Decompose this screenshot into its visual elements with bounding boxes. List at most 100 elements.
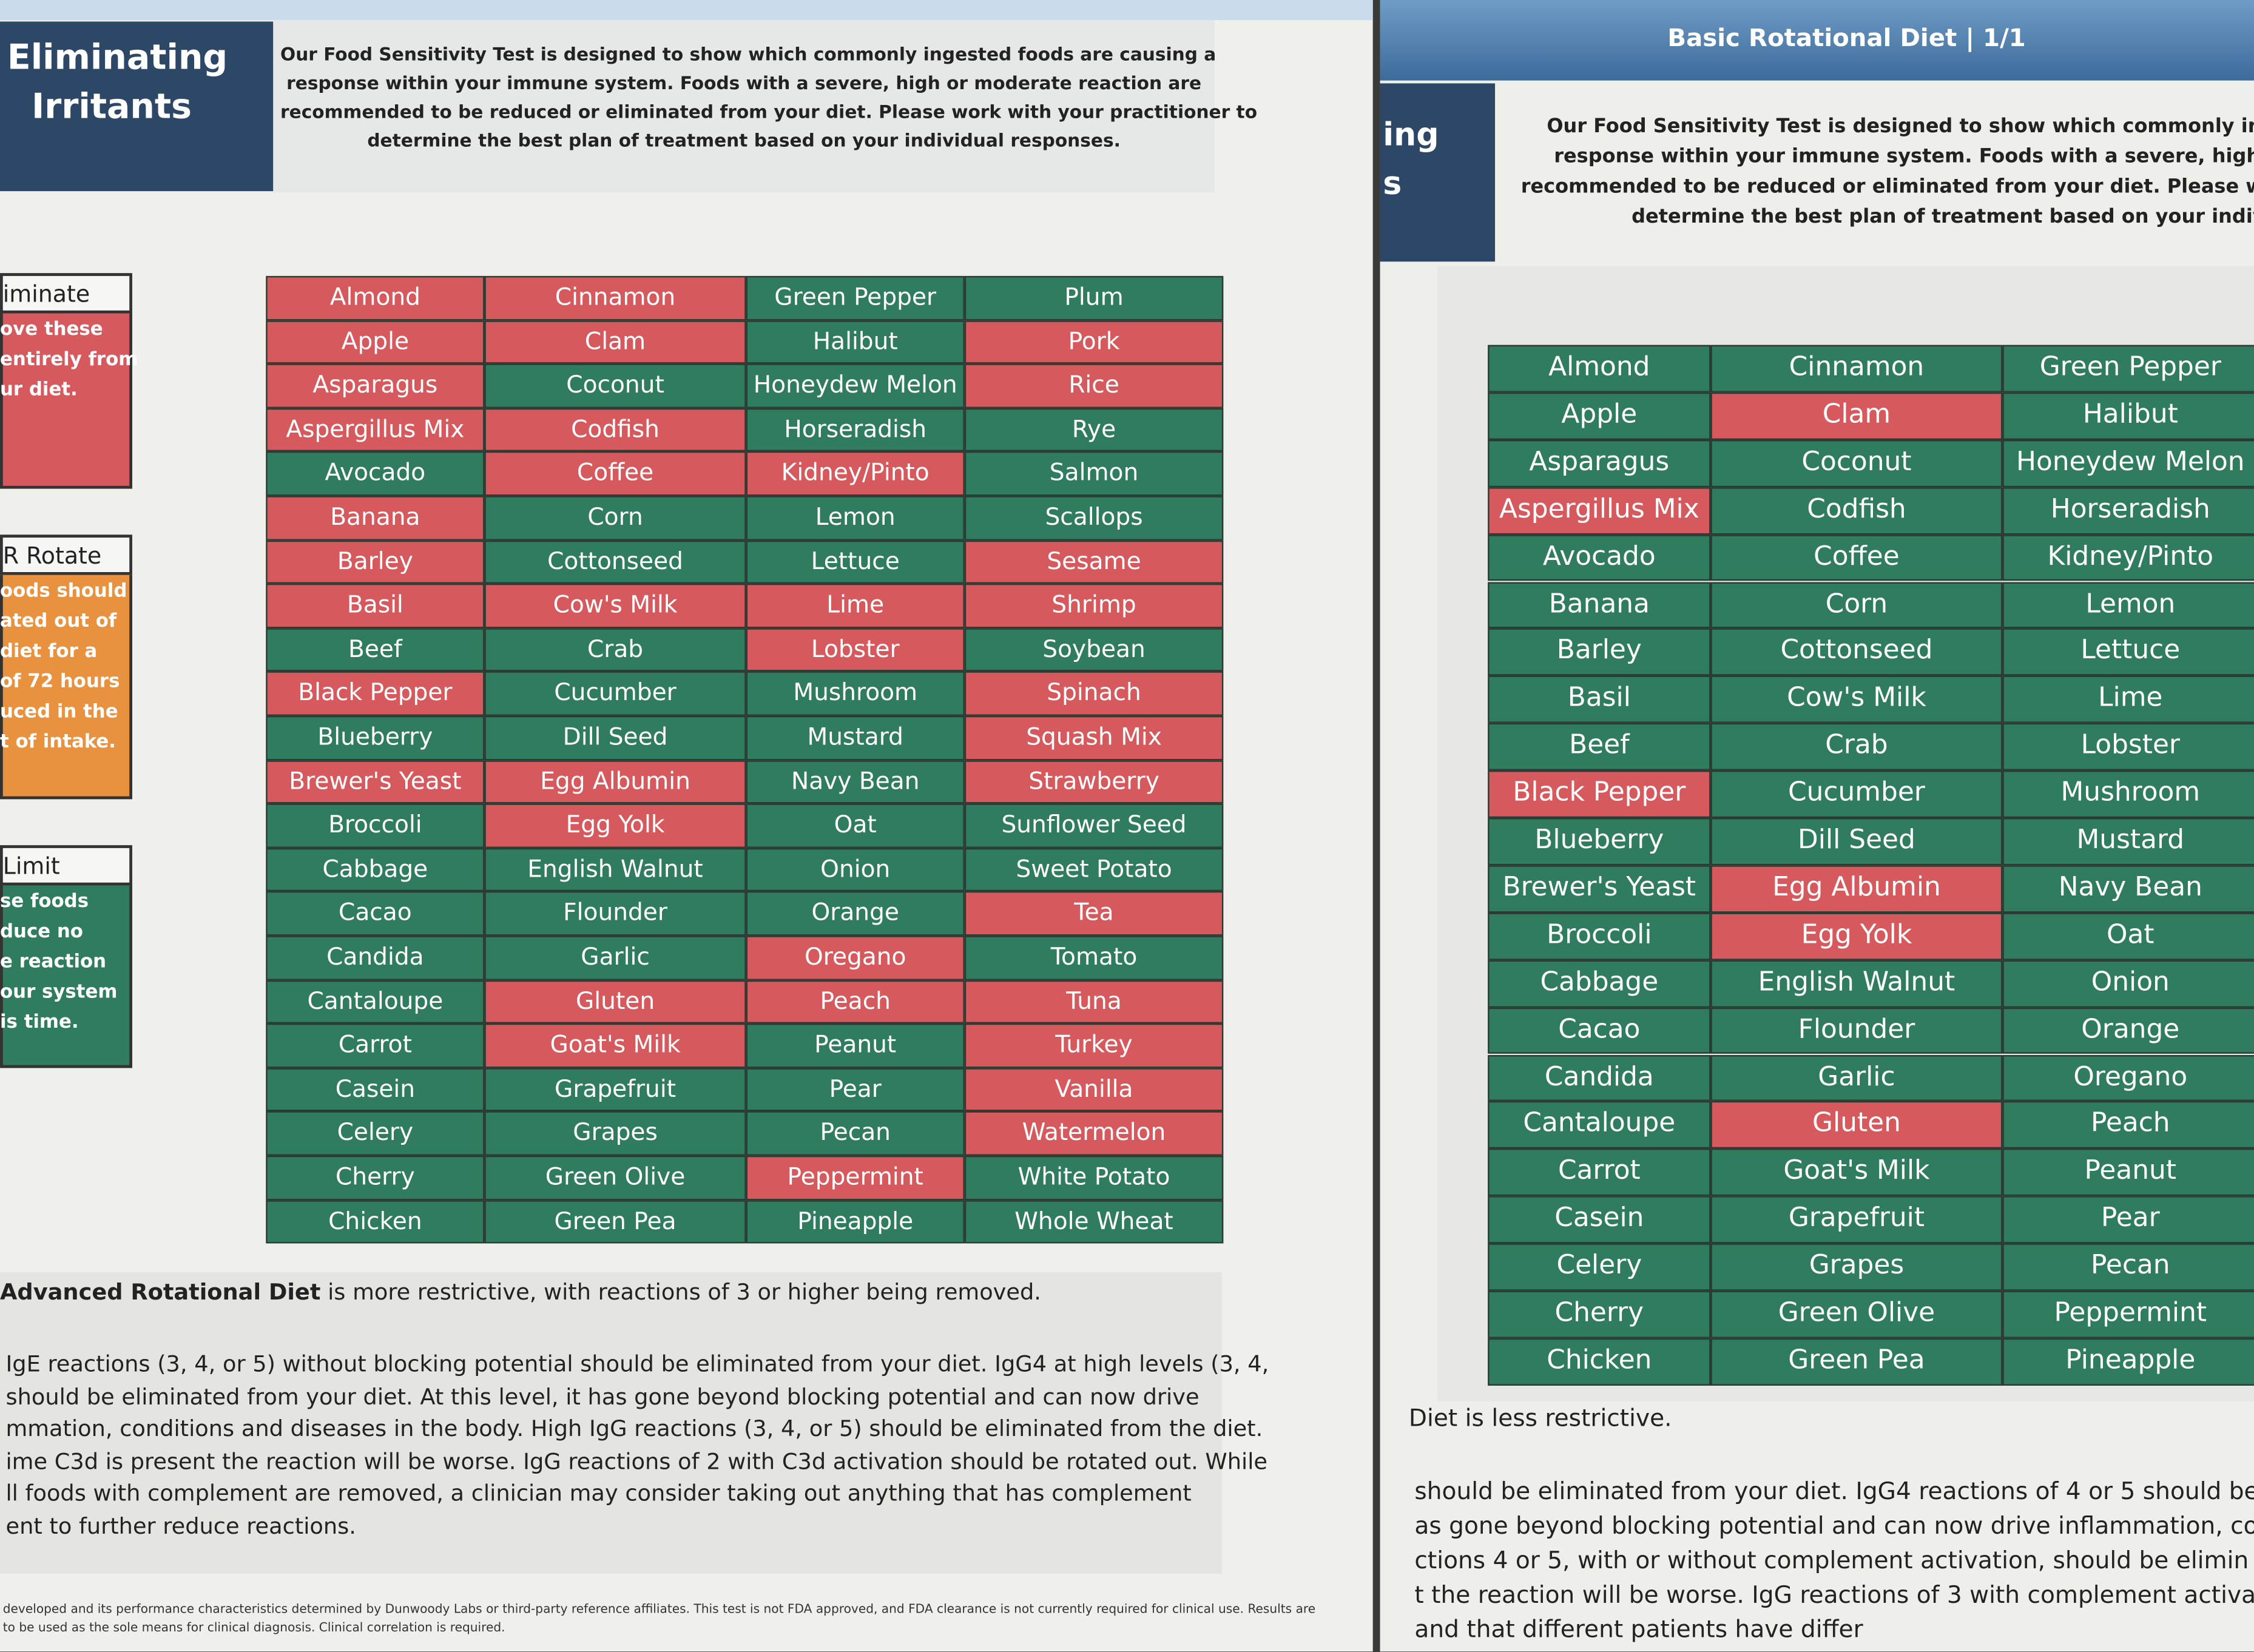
food-cell: Cherry	[1488, 1290, 1711, 1338]
food-cell: Flounder	[484, 891, 746, 936]
food-cell: Coffee	[484, 451, 746, 496]
food-cell: Banana	[1488, 581, 1711, 629]
food-cell: Crab	[1710, 723, 2003, 771]
food-cell: Celery	[266, 1111, 485, 1156]
food-cell: Carrot	[266, 1023, 485, 1068]
food-cell: Chicken	[1488, 1338, 1711, 1386]
intro-line: determine the best plan of treatment bas…	[1631, 205, 2254, 229]
food-cell: Salmon	[964, 451, 1224, 496]
food-cell: Codfish	[1710, 487, 2003, 534]
food-cell: Banana	[266, 496, 485, 540]
food-cell: Cherry	[266, 1155, 485, 1200]
legend-line: diet for a	[0, 641, 98, 663]
food-cell: Peppermint	[2002, 1290, 2254, 1338]
food-cell: Spinach	[964, 672, 1224, 716]
food-cell: Barley	[1488, 629, 1711, 676]
legend-line: oods should	[0, 581, 127, 602]
right-header-box	[1380, 83, 1496, 262]
food-cell: Green Pea	[1710, 1338, 2003, 1386]
legend-heading: Limit	[0, 845, 132, 886]
food-cell: Avocado	[1488, 534, 1711, 582]
food-cell: Green Pea	[484, 1199, 746, 1244]
left-header-box	[0, 21, 274, 192]
legend-line: uced in the	[0, 701, 118, 723]
food-cell: Pecan	[746, 1111, 965, 1156]
food-cell: Aspergillus Mix	[1488, 487, 1711, 534]
food-cell: Garlic	[1710, 1054, 2003, 1102]
food-cell: Black Pepper	[266, 672, 485, 716]
food-cell: Horseradish	[2002, 487, 2254, 534]
food-cell: Navy Bean	[2002, 865, 2254, 912]
food-cell: Cantaloupe	[266, 979, 485, 1024]
food-cell: Oat	[746, 803, 965, 848]
food-cell: Brewer's Yeast	[266, 760, 485, 804]
food-cell: Cottonseed	[484, 539, 746, 584]
food-cell: Beef	[266, 627, 485, 672]
food-cell: Strawberry	[964, 760, 1224, 804]
food-cell: Carrot	[1488, 1148, 1711, 1196]
food-cell: English Walnut	[484, 848, 746, 892]
food-cell: Oat	[2002, 912, 2254, 960]
left-top-strip	[0, 0, 1373, 21]
food-cell: Asparagus	[1488, 439, 1711, 487]
food-cell: Goat's Milk	[1710, 1148, 2003, 1196]
food-cell: Peach	[2002, 1101, 2254, 1149]
food-cell: Rye	[964, 408, 1224, 452]
food-cell: Cabbage	[266, 848, 485, 892]
food-cell: Brewer's Yeast	[1488, 865, 1711, 912]
food-cell: Honeydew Melon	[746, 363, 965, 408]
food-cell: Turkey	[964, 1023, 1224, 1068]
right-top-band	[1380, 0, 2254, 81]
food-cell: Casein	[1488, 1196, 1711, 1244]
food-cell: Soybean	[964, 627, 1224, 672]
body-line: should be eliminated from your diet. At …	[5, 1383, 1200, 1410]
body-line: mmation, conditions and diseases in the …	[5, 1415, 1263, 1442]
food-cell: Mushroom	[2002, 770, 2254, 818]
food-cell: Lobster	[746, 627, 965, 672]
food-cell: Lemon	[746, 496, 965, 540]
food-cell: Mustard	[746, 715, 965, 760]
food-cell: Chicken	[266, 1199, 485, 1244]
legend-line: of 72 hours	[0, 671, 120, 693]
food-cell: Almond	[1488, 345, 1711, 393]
food-cell: Navy Bean	[746, 760, 965, 804]
food-cell: Scallops	[964, 496, 1224, 540]
food-cell: Mushroom	[746, 672, 965, 716]
food-cell: Horseradish	[746, 408, 965, 452]
body-line: and that different patients have differ	[1414, 1616, 1863, 1644]
summary-bold: Advanced Rotational Diet	[0, 1279, 321, 1306]
header-fragment: ing	[1383, 118, 1439, 154]
food-cell: Cucumber	[1710, 770, 2003, 818]
legend-heading: R Rotate	[0, 534, 132, 575]
food-cell: Kidney/Pinto	[746, 451, 965, 496]
body-line: IgE reactions (3, 4, or 5) without block…	[5, 1351, 1269, 1377]
food-cell: Peanut	[746, 1023, 965, 1068]
food-cell: Egg Albumin	[484, 760, 746, 804]
food-cell: Tea	[964, 891, 1224, 936]
food-cell: Celery	[1488, 1243, 1711, 1291]
food-cell: Tuna	[964, 979, 1224, 1024]
intro-line: response within your immune system. Food…	[1554, 145, 2254, 169]
food-cell: Lime	[746, 584, 965, 628]
legend-line: se foods	[0, 891, 89, 913]
food-cell: Gluten	[1710, 1101, 2003, 1149]
legend-line: ated out of	[0, 610, 117, 633]
food-cell: Basil	[1488, 676, 1711, 724]
food-cell: Asparagus	[266, 363, 485, 408]
food-cell: Peppermint	[746, 1155, 965, 1200]
food-cell: Grapes	[484, 1111, 746, 1156]
food-cell: Corn	[484, 496, 746, 540]
intro-line: response within your immune system. Food…	[286, 72, 1202, 94]
food-cell: Halibut	[2002, 392, 2254, 440]
food-cell: Avocado	[266, 451, 485, 496]
food-cell: Kidney/Pinto	[2002, 534, 2254, 582]
legend-line: t of intake.	[0, 731, 116, 754]
food-cell: Broccoli	[266, 803, 485, 848]
food-cell: Crab	[484, 627, 746, 672]
intro-line: Our Food Sensitivity Test is designed to…	[1547, 115, 2254, 138]
food-cell: Cow's Milk	[484, 584, 746, 628]
body-line: ent to further reduce reactions.	[5, 1512, 356, 1539]
header-fragment: s	[1383, 166, 1402, 203]
